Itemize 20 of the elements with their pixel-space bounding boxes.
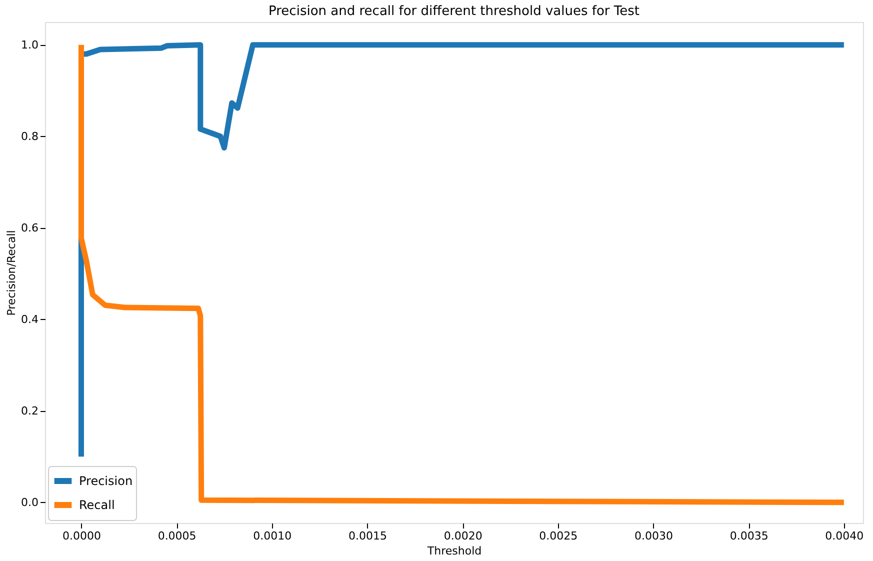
x-tick-label: 0.0020 (444, 530, 482, 542)
x-tick-label: 0.0010 (253, 530, 292, 542)
x-tick-label: 0.0035 (730, 530, 768, 542)
x-tick-label: 0.0025 (539, 530, 578, 542)
y-axis-title: Precision/Recall (5, 230, 18, 316)
legend-label: Recall (79, 498, 115, 512)
x-axis-title: Threshold (426, 544, 482, 558)
x-tick-label: 0.0005 (158, 530, 196, 542)
y-tick-label: 0.0 (21, 496, 38, 509)
chart-title: Precision and recall for different threshold values for Test (268, 4, 640, 19)
x-tick-label: 0.0030 (634, 530, 674, 542)
y-tick-label: 1.0 (21, 38, 38, 52)
y-tick-label: 0.8 (21, 130, 38, 143)
y-tick-label: 0.2 (21, 404, 38, 418)
y-tick-label: 0.6 (21, 221, 38, 234)
y-tick-label: 0.4 (21, 312, 38, 326)
x-tick-label: 0.0040 (825, 530, 864, 542)
x-tick-label: 0.0015 (348, 530, 387, 542)
legend-label: Precision (79, 474, 133, 488)
x-tick-label: 0.0000 (62, 530, 101, 542)
